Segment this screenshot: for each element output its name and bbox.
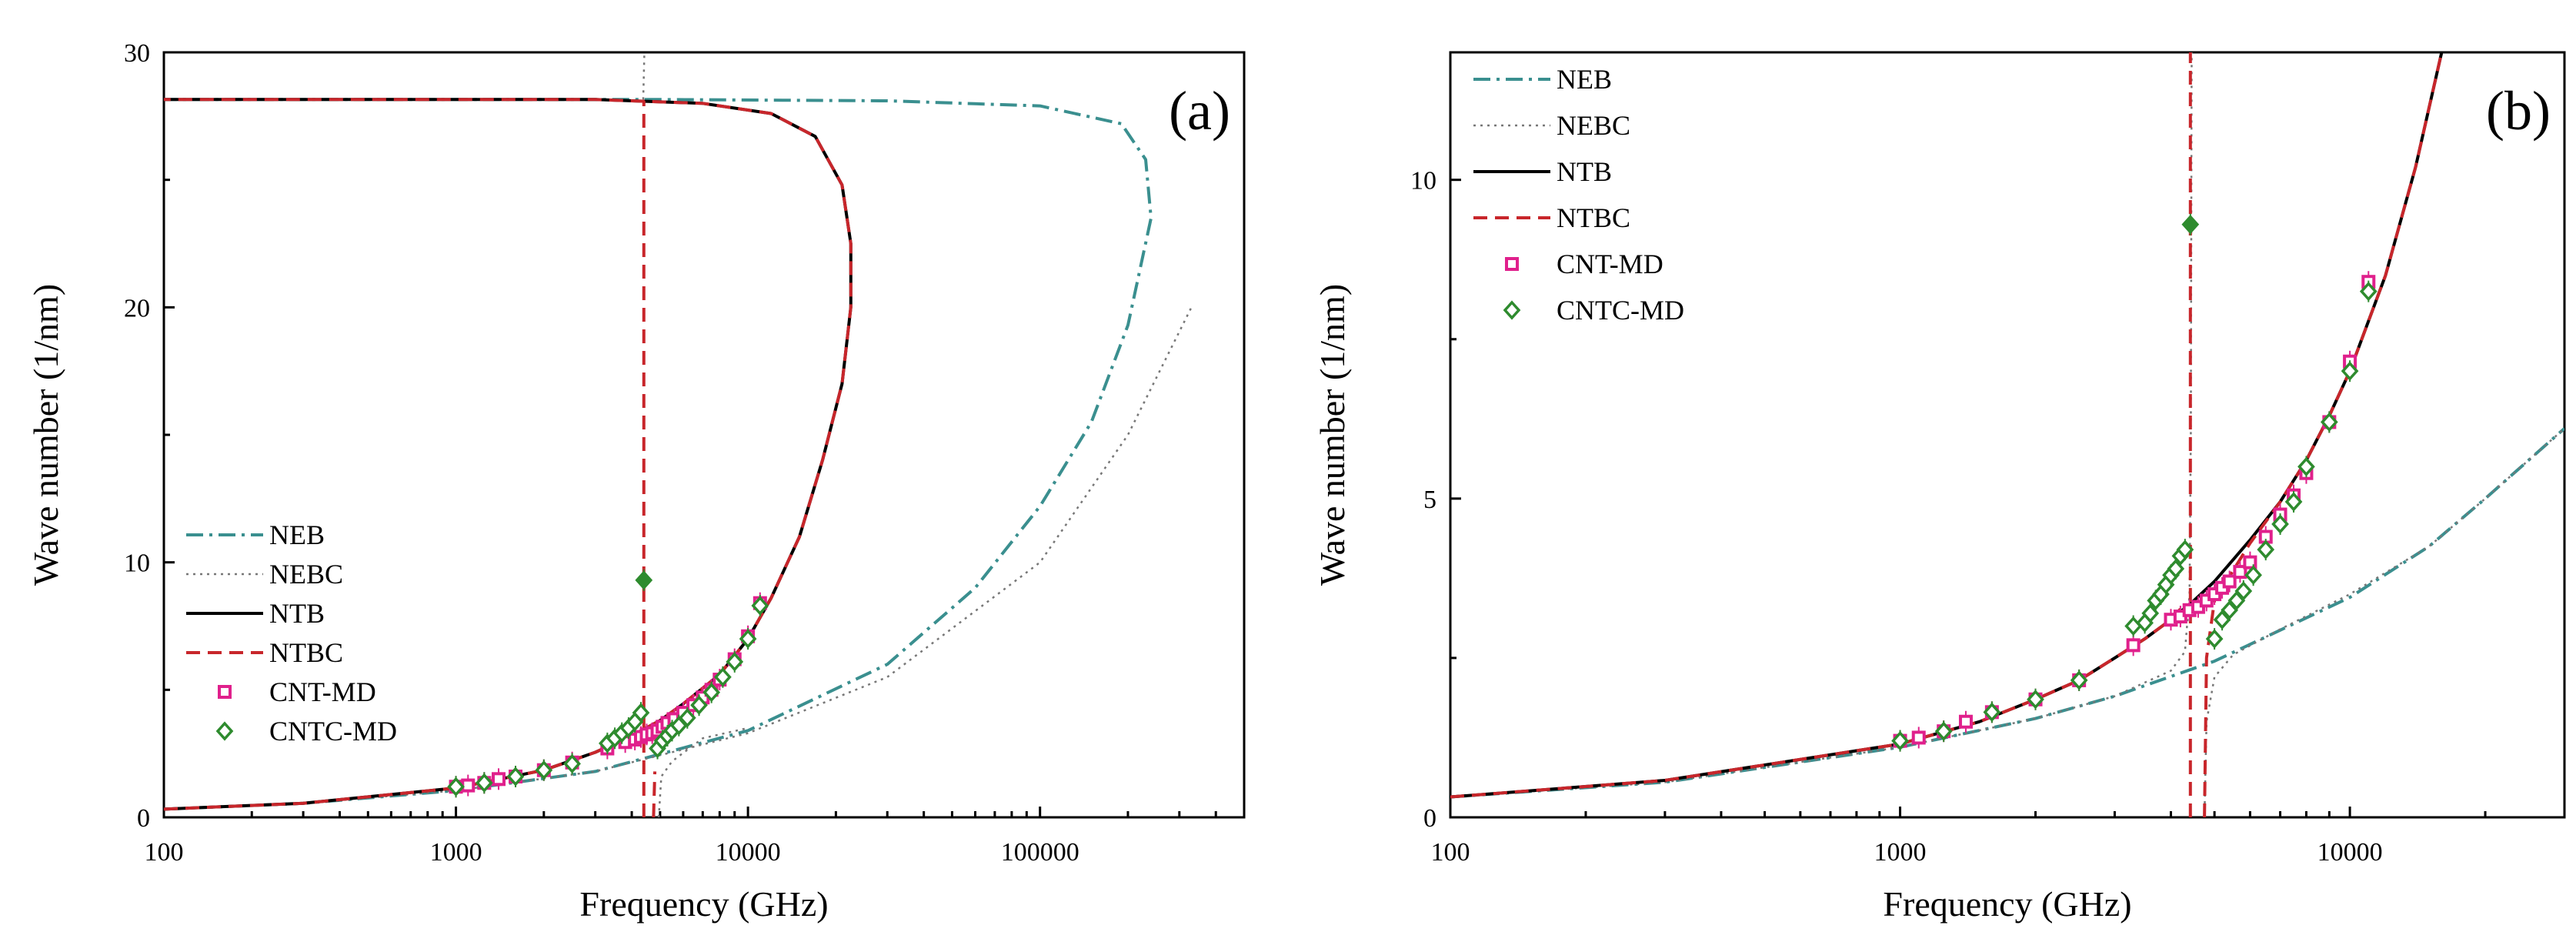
data-point-diamond bbox=[751, 596, 769, 616]
data-point-diamond bbox=[563, 753, 581, 774]
data-point-diamond bbox=[475, 773, 493, 793]
data-point-diamond bbox=[690, 695, 708, 715]
legend-label: NEBC bbox=[1557, 110, 1630, 141]
legend-swatch-square bbox=[218, 685, 232, 699]
x-axis-title: Frequency (GHz) bbox=[1883, 884, 2131, 924]
series-line-ntbc bbox=[1450, 603, 2187, 799]
x-tick-label: 100 bbox=[145, 838, 184, 867]
legend-label: NEBC bbox=[269, 559, 343, 590]
y-tick-label: 30 bbox=[124, 39, 150, 68]
data-point-diamond bbox=[2359, 282, 2377, 302]
data-point-diamond bbox=[2297, 456, 2315, 477]
x-tick-label: 100000 bbox=[1001, 838, 1079, 867]
data-point-diamond bbox=[632, 703, 650, 723]
panel-label: (a) bbox=[1169, 80, 1230, 142]
data-point-diamond bbox=[2213, 610, 2231, 630]
data-point-diamond bbox=[2284, 492, 2303, 512]
data-point-square bbox=[1911, 730, 1926, 745]
data-point-square bbox=[2222, 574, 2237, 589]
data-point-diamond bbox=[2176, 539, 2194, 560]
series-line-ntb bbox=[164, 98, 853, 811]
data-point-diamond bbox=[535, 760, 553, 780]
y-tick-label: 10 bbox=[124, 549, 150, 578]
data-point-diamond bbox=[678, 708, 696, 728]
legend-label: CNTC-MD bbox=[269, 716, 397, 747]
legend-label: NTBC bbox=[269, 637, 343, 668]
legend-label: NTBC bbox=[1557, 202, 1630, 233]
data-area bbox=[1450, 52, 2564, 817]
x-axis-title: Frequency (GHz) bbox=[579, 884, 828, 924]
data-point-diamond bbox=[2205, 629, 2224, 649]
series-line-ntbc bbox=[2203, 52, 2444, 817]
data-point-diamond bbox=[2221, 600, 2239, 620]
legend-label: NTB bbox=[1557, 156, 1612, 187]
x-tick-label: 1000 bbox=[430, 838, 482, 867]
data-point-diamond bbox=[635, 570, 653, 590]
y-axis-title: Wave number (1/nm) bbox=[1313, 284, 1352, 586]
panel-label: (b) bbox=[2486, 80, 2551, 142]
series-line-ntbc bbox=[652, 771, 657, 817]
series-cntc-md bbox=[447, 569, 769, 798]
y-tick-label: 20 bbox=[124, 294, 150, 322]
series-line-nebc bbox=[1450, 52, 2193, 798]
series-line-ntbc bbox=[164, 98, 853, 811]
series-cnt-md bbox=[1893, 271, 2376, 752]
data-point-diamond bbox=[447, 777, 465, 797]
data-point-square bbox=[1958, 714, 1973, 729]
data-point-diamond bbox=[739, 629, 757, 649]
y-tick-label: 5 bbox=[1423, 486, 1436, 514]
series-line-nebc bbox=[642, 52, 646, 100]
series-line-nebc bbox=[2203, 427, 2564, 817]
data-point-diamond bbox=[2341, 361, 2359, 381]
x-tick-label: 100 bbox=[1431, 838, 1470, 867]
data-point-diamond bbox=[1891, 730, 1909, 751]
legend: NEB NEBC NTB NTBC CNT-MD CNTC-MD bbox=[1473, 64, 1684, 326]
panel-a-chart: 100 1000 10000 100000 0 10 20 30 Frequency (GHz)… bbox=[26, 39, 1246, 924]
legend-label: CNT-MD bbox=[269, 676, 376, 707]
data-point-diamond bbox=[2320, 412, 2338, 433]
plot-frame bbox=[1449, 51, 2566, 819]
data-point-diamond bbox=[1934, 721, 1953, 741]
series-line-nebc bbox=[657, 727, 749, 817]
data-point-square bbox=[492, 772, 506, 787]
data-point-square bbox=[461, 778, 475, 793]
data-point-diamond bbox=[726, 652, 744, 672]
data-point-diamond bbox=[1983, 702, 2001, 722]
data-point-diamond bbox=[2271, 514, 2289, 534]
data-point-diamond bbox=[2257, 539, 2275, 560]
data-point-square bbox=[2233, 565, 2247, 580]
series-line-neb bbox=[1450, 427, 2564, 799]
series-line-nebc bbox=[164, 306, 1193, 810]
data-area bbox=[164, 52, 1193, 817]
legend-swatch-diamond bbox=[215, 721, 234, 741]
data-point-square bbox=[2126, 638, 2141, 653]
x-tick-label: 10000 bbox=[2317, 838, 2383, 867]
data-point-diamond bbox=[2234, 581, 2253, 601]
legend-label: CNT-MD bbox=[1557, 249, 1663, 279]
series-cntc-md bbox=[1891, 213, 2377, 752]
y-tick-label: 10 bbox=[1410, 167, 1436, 195]
legend: NEB NEBC NTB NTBC CNT-MD CNTC-MD bbox=[186, 519, 397, 747]
y-tick-label: 0 bbox=[137, 804, 150, 833]
data-point-diamond bbox=[2027, 690, 2044, 710]
data-point-diamond bbox=[2244, 565, 2262, 585]
series-cnt-md bbox=[449, 592, 767, 798]
data-point-diamond bbox=[702, 683, 721, 703]
y-axis-title: Wave number (1/nm) bbox=[26, 284, 65, 586]
y-tick-label: 0 bbox=[1423, 804, 1436, 833]
panel-b-chart: 100 1000 10000 0 5 10 Frequency (GHz) Wave numb… bbox=[1313, 51, 2566, 924]
legend-label: CNTC-MD bbox=[1557, 295, 1684, 326]
legend-label: NTB bbox=[269, 598, 325, 629]
data-point-diamond bbox=[2070, 670, 2088, 690]
x-tick-label: 10000 bbox=[716, 838, 781, 867]
legend-swatch-diamond bbox=[1503, 300, 1521, 320]
legend-swatch-square bbox=[1505, 257, 1519, 271]
data-point-diamond bbox=[714, 667, 732, 687]
data-point-diamond bbox=[2181, 215, 2200, 235]
legend-label: NEB bbox=[1557, 64, 1612, 95]
data-point-diamond bbox=[506, 767, 525, 787]
x-tick-label: 1000 bbox=[1874, 838, 1927, 867]
legend-label: NEB bbox=[269, 519, 325, 550]
